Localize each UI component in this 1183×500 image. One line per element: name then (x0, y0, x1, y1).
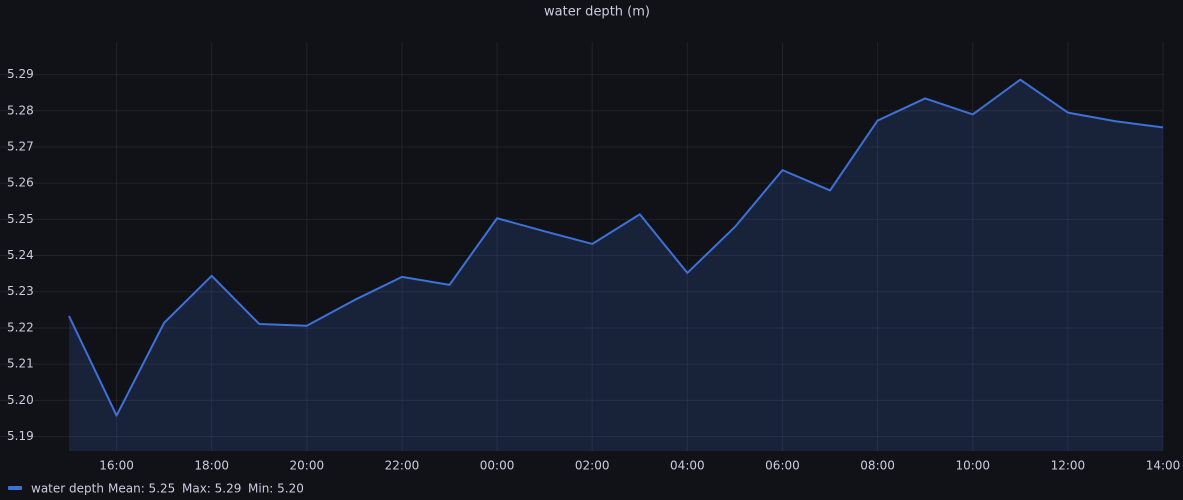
x-tick-label: 08:00 (860, 459, 895, 473)
legend-stat: Min: 5.20 (248, 482, 304, 496)
y-tick-label: 5.23 (7, 284, 34, 298)
legend-label: water depth (31, 482, 104, 496)
x-tick-label: 00:00 (480, 459, 515, 473)
x-tick-label: 06:00 (765, 459, 800, 473)
x-tick-label: 18:00 (194, 459, 229, 473)
x-tick-label: 14:00 (1146, 459, 1181, 473)
line (68, 78, 1164, 417)
panel-title: water depth (m) (544, 5, 650, 20)
legend-stat: Mean: 5.25 (108, 482, 175, 496)
legend-swatch (8, 486, 22, 490)
y-tick-label: 5.19 (7, 429, 34, 443)
y-tick-label: 5.27 (7, 139, 34, 153)
x-tick-label: 20:00 (290, 459, 325, 473)
x-tick-label: 04:00 (670, 459, 705, 473)
y-tick-label: 5.21 (7, 357, 34, 371)
x-tick-label: 10:00 (955, 459, 990, 473)
y-tick-label: 5.26 (7, 176, 34, 190)
y-tick-label: 5.25 (7, 212, 34, 226)
y-tick-label: 5.22 (7, 320, 34, 334)
y-tick-label: 5.28 (7, 103, 34, 117)
y-tick-label: 5.29 (7, 67, 34, 81)
x-tick-label: 16:00 (99, 459, 134, 473)
y-tick-label: 5.24 (7, 248, 34, 262)
x-tick-label: 02:00 (575, 459, 610, 473)
legend-stat: Max: 5.29 (182, 482, 241, 496)
y-tick-label: 5.20 (7, 393, 34, 407)
x-tick-label: 12:00 (1051, 459, 1086, 473)
x-tick-label: 22:00 (385, 459, 420, 473)
area (69, 79, 1163, 451)
